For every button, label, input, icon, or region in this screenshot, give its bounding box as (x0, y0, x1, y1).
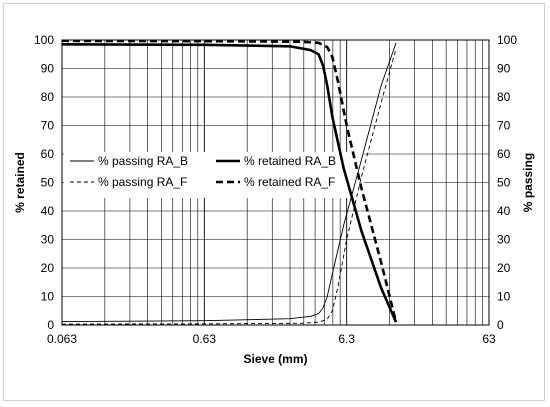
y-axis-title-left: % retained (13, 152, 27, 213)
chart-frame: 0 10 20 30 40 50 60 70 80 90 100 0 10 20 30 40 50 60 70 80 9… (3, 3, 545, 401)
y-tick-label-right: 80 (497, 90, 511, 104)
y-tick-label-right: 70 (497, 119, 511, 133)
y-tick-label-left: 50 (41, 176, 55, 190)
series-line-1 (61, 42, 398, 323)
y-tick-label-left: 100 (34, 33, 54, 47)
y-tick-label-left: 10 (41, 290, 55, 304)
legend-label-3: % retained RA_F (244, 175, 335, 189)
y-tick-label-right: 50 (497, 176, 511, 190)
y-tick-label-left: 80 (41, 90, 55, 104)
x-tick-label: 63 (482, 332, 496, 346)
plot-border (61, 39, 490, 326)
y-tick-label-left: 60 (41, 147, 55, 161)
series-line-0 (61, 42, 397, 323)
y-tick-label-right: 20 (497, 261, 511, 275)
y-tick-label-left: 70 (41, 119, 55, 133)
x-axis-title: Sieve (mm) (243, 352, 307, 366)
series-line-2 (61, 48, 397, 325)
y-tick-label-right: 100 (497, 33, 517, 47)
y-tick-label-left: 20 (41, 261, 55, 275)
y-axis-title-right: % passing (521, 153, 535, 212)
y-tick-label-right: 60 (497, 147, 511, 161)
x-tick-label: 6.3 (338, 332, 355, 346)
y-tick-label-right: 10 (497, 290, 511, 304)
y-tick-label-left: 40 (41, 204, 55, 218)
line-chart: 0 10 20 30 40 50 60 70 80 90 100 0 10 20 30 40 50 60 70 80 9… (13, 33, 535, 366)
x-tick-label: 0.63 (193, 332, 217, 346)
legend-label-2: % passing RA_F (98, 175, 187, 189)
legend-label-1: % retained RA_B (244, 154, 336, 168)
legend-box (64, 152, 364, 198)
y-tick-label-right: 30 (497, 233, 511, 247)
series-line-3 (61, 39, 398, 323)
y-tick-label-left: 0 (47, 318, 54, 332)
legend-label-0: % passing RA_B (98, 154, 188, 168)
y-tick-label-right: 0 (497, 318, 504, 332)
x-tick-label: 0.063 (47, 332, 77, 346)
y-tick-label-left: 30 (41, 233, 55, 247)
y-tick-label-right: 90 (497, 62, 511, 76)
y-tick-label-left: 90 (41, 62, 55, 76)
y-tick-label-right: 40 (497, 204, 511, 218)
